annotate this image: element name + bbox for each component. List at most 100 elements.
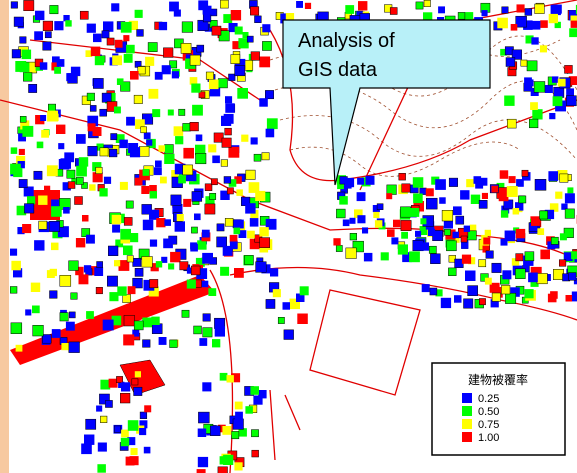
building-cell (139, 147, 149, 157)
legend-label: 0.50 (478, 406, 499, 418)
building-cell (540, 211, 548, 219)
building-cell (265, 90, 273, 98)
building-cell (228, 147, 239, 158)
building-cell (210, 193, 216, 199)
building-cell (38, 196, 47, 205)
building-cell (456, 216, 464, 224)
building-cell (202, 281, 209, 288)
building-cell (135, 10, 143, 18)
building-cell (479, 299, 485, 305)
building-cell (230, 242, 238, 250)
legend-title: 建物被覆率 (468, 372, 528, 387)
building-cell (131, 448, 138, 455)
building-cell (550, 291, 558, 299)
legend-swatch (462, 419, 472, 429)
building-cell (519, 196, 526, 203)
building-cell (357, 192, 366, 201)
building-cell (245, 406, 253, 414)
building-cell (458, 12, 465, 19)
building-cell (144, 447, 151, 454)
building-cell (507, 119, 516, 128)
building-cell (61, 158, 72, 169)
building-cell (345, 178, 354, 187)
building-cell (128, 286, 136, 294)
building-cell (24, 0, 34, 10)
building-cell (300, 286, 309, 295)
building-cell (448, 268, 456, 276)
building-cell (75, 197, 83, 205)
building-cell (194, 214, 201, 221)
building-cell (420, 218, 426, 224)
building-cell (23, 73, 32, 82)
building-cell (89, 421, 95, 427)
building-cell (387, 185, 397, 195)
building-cell (114, 107, 121, 114)
building-cell (67, 170, 75, 178)
building-cell (509, 176, 516, 183)
building-cell (560, 233, 567, 240)
building-cell (202, 253, 213, 264)
building-cell (259, 98, 268, 107)
building-cell (154, 297, 161, 304)
building-cell (362, 227, 368, 233)
building-cell (521, 60, 527, 66)
building-cell (212, 156, 220, 164)
building-cell (565, 193, 575, 203)
building-cell (247, 231, 255, 239)
building-cell (203, 6, 212, 15)
building-cell (390, 8, 397, 15)
building-cell (565, 65, 573, 73)
building-cell (218, 467, 228, 473)
building-cell (505, 231, 516, 242)
building-cell (123, 334, 134, 345)
building-cell (555, 192, 562, 199)
building-cell (155, 72, 163, 80)
building-cell (137, 30, 144, 37)
building-cell (93, 34, 102, 43)
building-cell (96, 167, 102, 173)
building-cell (197, 45, 204, 52)
building-cell (270, 268, 278, 276)
building-cell (203, 328, 212, 337)
building-cell (104, 177, 111, 184)
building-cell (350, 233, 357, 240)
building-cell (225, 96, 232, 103)
building-cell (453, 232, 459, 238)
building-cell (217, 224, 224, 231)
building-cell (516, 254, 523, 261)
building-cell (51, 206, 62, 217)
building-cell (511, 24, 518, 31)
building-cell (373, 212, 379, 218)
building-cell (112, 225, 120, 233)
building-cell (191, 227, 197, 233)
callout-text: Analysis of (298, 30, 395, 52)
building-cell (29, 84, 37, 92)
building-cell (439, 197, 446, 204)
building-cell (572, 292, 577, 302)
building-cell (117, 78, 124, 85)
building-cell (346, 248, 357, 259)
building-cell (571, 251, 577, 259)
building-cell (453, 206, 462, 215)
building-cell (198, 429, 207, 438)
building-cell (560, 174, 568, 182)
building-cell (217, 237, 227, 247)
building-cell (179, 109, 185, 115)
building-cell (84, 435, 94, 445)
building-cell (164, 154, 174, 164)
building-cell (103, 21, 113, 31)
building-cell (98, 443, 107, 452)
building-cell (507, 186, 518, 197)
building-cell (97, 464, 106, 473)
building-cell (165, 145, 174, 154)
building-cell (43, 335, 52, 344)
building-cell (267, 118, 278, 129)
building-cell (231, 10, 241, 20)
building-cell (230, 235, 238, 243)
building-cell (114, 426, 121, 433)
building-cell (220, 267, 229, 276)
building-cell (540, 250, 550, 260)
building-cell (501, 210, 508, 217)
building-cell (530, 102, 538, 110)
building-cell (225, 218, 233, 226)
